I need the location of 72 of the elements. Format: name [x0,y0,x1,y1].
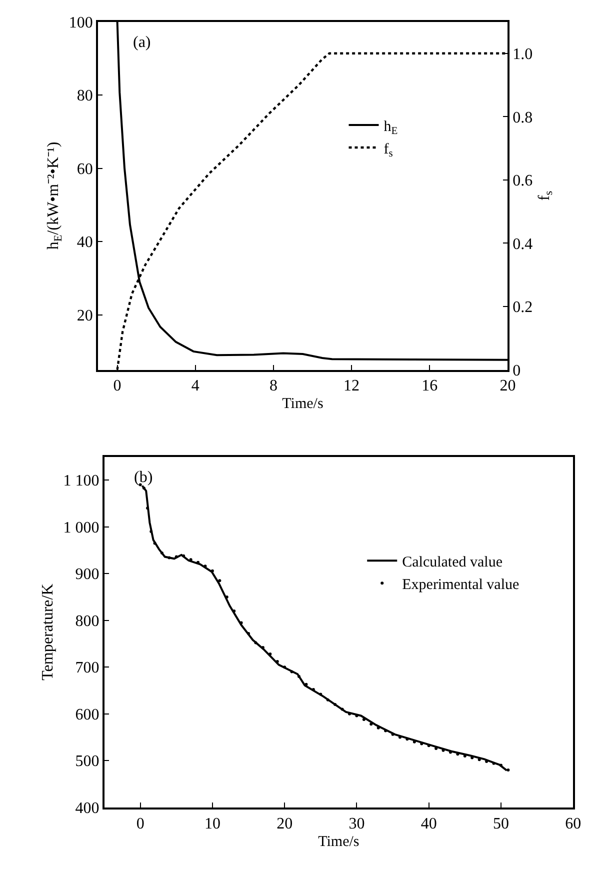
point [268,652,272,656]
point [412,740,416,744]
point [470,756,474,760]
y2-tick-label: 0.6 [512,172,533,190]
point [254,641,258,644]
y2-tick-label: 0.2 [512,299,533,316]
point [319,692,322,696]
legend-label: Experimental value [402,577,520,594]
point [240,621,243,624]
point [168,556,171,560]
y-tick-label: 1 100 [63,472,100,490]
point [210,569,214,572]
x-tick-label: 0 [136,815,144,832]
y-tick-label: 800 [75,612,100,630]
x-axis-title: Time/s [318,834,360,850]
point [153,542,156,545]
x-tick-label: 50 [492,815,509,832]
y2-tick-label: 1.0 [512,46,533,63]
x-tick-label: 20 [276,815,293,832]
x-tick-label: 4 [191,378,200,395]
y2-tick-label: 0.4 [512,236,533,253]
point [492,762,496,765]
x-tick-label: 16 [422,378,438,395]
x-tick-label: 30 [348,815,365,832]
y-tick-label: 900 [75,566,100,584]
legend-label: h$_{E}$ [384,118,398,137]
y2-tick-label: 0.8 [512,109,533,126]
y-tick-label: 600 [75,706,100,724]
y-tick-label: 100 [68,14,93,32]
y-tick-label: 700 [75,660,100,677]
legend-label: Calculated value [402,554,503,571]
point [326,698,330,702]
legend-label: f$_{s}$ [384,141,393,160]
x-tick-label: 60 [565,815,582,832]
x-tick-label: 10 [204,815,220,832]
point [146,506,150,510]
point [478,758,481,762]
point [334,703,337,706]
point [499,764,502,767]
x-tick-label: 40 [420,815,437,832]
point [506,768,510,772]
point [218,579,222,582]
point [362,718,366,721]
x-axis-title: Time/s [282,396,324,412]
point [174,555,178,558]
point [160,552,164,555]
x-tick-label: 8 [269,378,278,395]
y-tick-label: 80 [76,88,93,105]
point [340,708,344,711]
point [189,558,192,562]
point [142,486,146,490]
x-tick-label: 0 [113,378,122,395]
annotation: (b) [134,469,153,486]
point [283,666,286,669]
y2-tick-label: 0 [512,362,521,380]
y-tick-label: 400 [75,800,100,817]
point [304,682,308,686]
y-tick-label: 60 [76,160,93,178]
point [370,722,373,726]
y-axis-title: Temperature/K [40,583,57,680]
point [204,564,207,568]
point [290,670,294,674]
point [150,530,153,534]
point [182,554,186,558]
y-tick-label: 40 [76,234,93,252]
y-tick-label: 20 [76,307,93,324]
y-tick-label: 1 000 [63,519,100,536]
annotation: (a) [133,34,151,51]
point [376,726,380,730]
x-tick-label: 12 [344,378,360,395]
y-tick-label: 500 [75,753,100,770]
x-tick-label: 20 [500,378,516,395]
